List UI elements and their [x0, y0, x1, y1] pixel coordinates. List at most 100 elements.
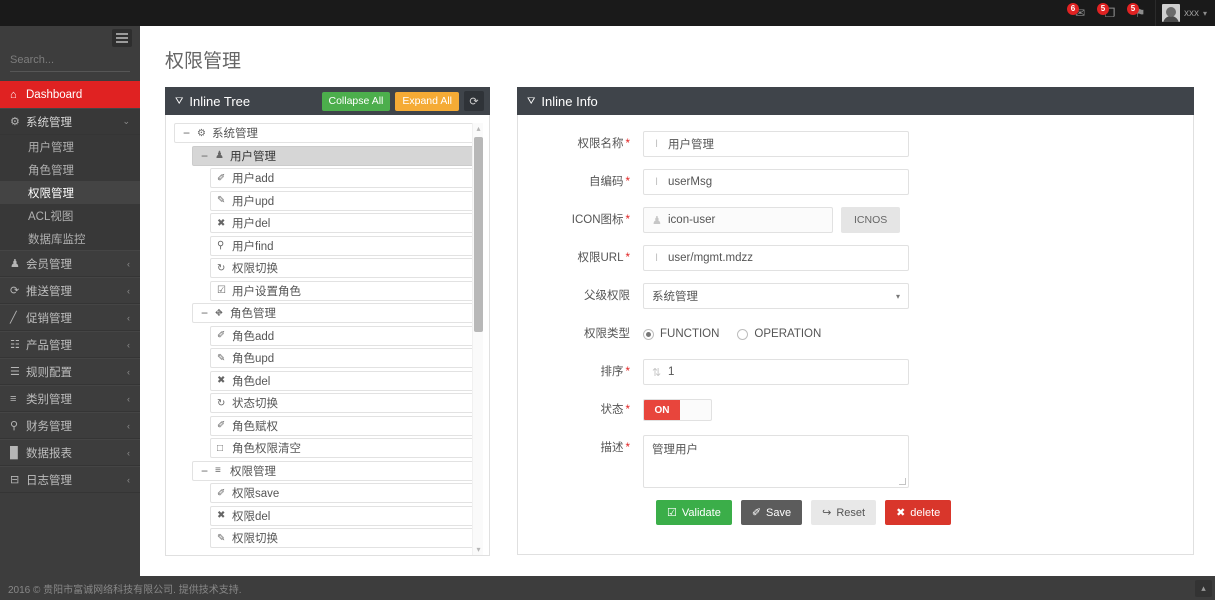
scroll-up-icon[interactable]: ▴ — [476, 124, 481, 133]
sidebar-subitem-db-monitor[interactable]: 数据库监控 — [0, 227, 140, 250]
check-icon: ☑ — [667, 507, 677, 519]
sidebar-item-label: 日志管理 — [26, 474, 72, 487]
expand-all-button[interactable]: Expand All — [395, 91, 459, 111]
info-panel-title: Inline Info — [541, 93, 598, 109]
sidebar-item-push-management[interactable]: ⟳ 推送管理 ‹ — [0, 277, 140, 304]
tree-node[interactable]: ✎ 角色upd — [210, 348, 481, 368]
collapse-toggle-icon[interactable]: − — [200, 148, 208, 163]
comment-notification[interactable]: ❐ 5 — [1095, 0, 1125, 26]
code-field[interactable]: I userMsg — [643, 169, 909, 195]
sidebar-item-member-management[interactable]: ♟ 会员管理 ‹ — [0, 250, 140, 277]
refresh-icon[interactable]: ⟳ — [464, 91, 484, 111]
close-icon: ✖ — [217, 510, 226, 521]
sidebar-item-rule-config[interactable]: ☰ 规则配置 ‹ — [0, 358, 140, 385]
tree-panel-caption: ⛛ Inline Tree — [175, 94, 322, 109]
envelope-notification[interactable]: ✉ 6 — [1065, 0, 1095, 26]
tree-scrollbar[interactable]: ▴ ▾ — [472, 123, 483, 555]
tree-node[interactable]: − ⚙ 系统管理 — [174, 123, 481, 143]
tree-node-label: 用户find — [232, 240, 274, 253]
sidebar-item-label: 数据报表 — [26, 447, 72, 460]
parent-permission-select[interactable]: 系统管理 ▾ — [643, 283, 909, 309]
sidebar-search[interactable]: ⚲ — [10, 48, 160, 72]
collapse-toggle-icon[interactable]: − — [182, 126, 190, 140]
sidebar-subitem-role-mgmt[interactable]: 角色管理 — [0, 158, 140, 181]
tree-node-selected[interactable]: − ♟ 用户管理 — [192, 145, 481, 166]
radio-dot-icon — [737, 328, 749, 340]
label-text: 权限类型 — [584, 328, 630, 340]
tree-node-label: 权限切换 — [232, 263, 278, 275]
menu-icon: ≡ — [215, 465, 221, 476]
field-control-status: ON — [643, 397, 1193, 421]
sidebar-item-product-management[interactable]: ☷ 产品管理 ‹ — [0, 331, 140, 358]
back-to-top-icon[interactable]: ▴ — [1195, 580, 1212, 597]
sidebar-item-system-management[interactable]: ⚙ 系统管理 ⌄ — [0, 108, 140, 135]
tree-node[interactable]: ⚲ 用户find — [210, 235, 481, 256]
tree-node-label: 用户upd — [232, 195, 275, 208]
pencil-icon: ✐ — [217, 330, 226, 341]
save-button[interactable]: ✐ Save — [740, 500, 803, 525]
tree-node[interactable]: ↻ 权限切换 — [210, 258, 481, 278]
collapse-toggle-icon[interactable]: − — [200, 463, 208, 478]
panels-row: ⛛ Inline Tree Collapse All Expand All ⟳ … — [165, 87, 1215, 556]
collapse-all-button[interactable]: Collapse All — [321, 91, 391, 111]
validate-button[interactable]: ☑ Validate — [656, 500, 732, 525]
sitemap-icon: ⛖ — [215, 307, 223, 319]
chevron-down-icon: ⌄ — [122, 116, 130, 126]
tree-node[interactable]: − ≡ 权限管理 — [192, 460, 481, 481]
pencil-icon: ✐ — [751, 507, 762, 519]
icon-field[interactable]: ♟ icon-user — [643, 207, 833, 233]
sidebar-subitem-label: 权限管理 — [28, 187, 74, 200]
radio-operation[interactable]: OPERATION — [737, 321, 821, 347]
sidebar-subitem-permission-mgmt[interactable]: 权限管理 — [0, 181, 140, 204]
tree-node[interactable]: ✎ 权限切换 — [210, 528, 481, 548]
name-field[interactable]: I 用户管理 — [643, 131, 909, 157]
tree-node[interactable]: ✐ 权限save — [210, 483, 481, 503]
collapse-toggle-icon[interactable]: − — [200, 306, 208, 320]
hamburger-icon[interactable] — [112, 29, 132, 47]
tree-node[interactable]: ✐ 用户add — [210, 168, 481, 188]
sidebar-subitem-acl-view[interactable]: ACL视图 — [0, 204, 140, 227]
status-toggle[interactable]: ON — [643, 399, 712, 421]
sidebar-item-dashboard[interactable]: ⌂ Dashboard — [0, 81, 140, 108]
tree-node-label: 角色赋权 — [232, 420, 278, 433]
tree-node[interactable]: ↻ 状态切换 — [210, 393, 481, 413]
search-input[interactable] — [10, 53, 152, 66]
sidebar-nav: ⌂ Dashboard ⚙ 系统管理 ⌄ 用户管理 角色管理 权限管理 — [0, 81, 140, 493]
icnos-button[interactable]: ICNOS — [841, 207, 901, 233]
description-textarea[interactable]: 管理用户 — [643, 435, 909, 488]
tree-node[interactable]: ✎ 用户upd — [210, 190, 481, 211]
sidebar-item-category-management[interactable]: ≡ 类别管理 ‹ — [0, 385, 140, 412]
reset-button[interactable]: ↪ Reset — [811, 500, 877, 525]
reset-button-label: Reset — [836, 506, 866, 519]
scroll-down-icon[interactable]: ▾ — [476, 545, 481, 554]
order-stepper[interactable]: ⇅ 1 — [643, 359, 909, 385]
sidebar-item-log-management[interactable]: ⊟ 日志管理 ‹ — [0, 466, 140, 493]
scrollbar-thumb[interactable] — [474, 137, 483, 332]
bell-notification[interactable]: ⚑ 5 — [1125, 0, 1155, 26]
sidebar-subitem-label: 数据库监控 — [28, 233, 86, 246]
tree-node[interactable]: ✐ 角色add — [210, 325, 481, 346]
tree-node[interactable]: ✐ 角色赋权 — [210, 415, 481, 436]
tree-node[interactable]: ✖ 用户del — [210, 213, 481, 233]
tree-node[interactable]: ✖ 权限del — [210, 505, 481, 526]
field-control-desc: 管理用户 — [643, 435, 1193, 488]
form-row-desc: 描述 * 管理用户 — [518, 435, 1193, 488]
sidebar-item-label: 促销管理 — [26, 312, 72, 325]
inline-info-panel: ⛛ Inline Info 权限名称 * I 用户管理 — [517, 87, 1194, 556]
required-marker: * — [625, 176, 630, 188]
user-menu[interactable]: xxx ▾ — [1154, 0, 1215, 26]
sidebar-item-data-report[interactable]: █ 数据报表 ‹ — [0, 439, 140, 466]
user-icon: ♟ — [10, 258, 20, 270]
sidebar-item-finance-management[interactable]: ⚲ 财务管理 ‹ — [0, 412, 140, 439]
tree-node[interactable]: ✖ 角色del — [210, 370, 481, 391]
sidebar-subitem-user-mgmt[interactable]: 用户管理 — [0, 135, 140, 158]
sidebar-item-promotion-management[interactable]: ╱ 促销管理 ‹ — [0, 304, 140, 331]
tree-node[interactable]: − ⛖ 角色管理 — [192, 303, 481, 323]
delete-button[interactable]: ✖ delete — [885, 500, 952, 525]
close-icon: ✖ — [217, 375, 226, 386]
radio-function[interactable]: FUNCTION — [643, 321, 719, 347]
text-cursor-icon: I — [654, 176, 659, 188]
url-field[interactable]: I user/mgmt.mdzz — [643, 245, 909, 271]
tree-node[interactable]: □ 角色权限清空 — [210, 438, 481, 458]
tree-node[interactable]: ☑ 用户设置角色 — [210, 280, 481, 301]
